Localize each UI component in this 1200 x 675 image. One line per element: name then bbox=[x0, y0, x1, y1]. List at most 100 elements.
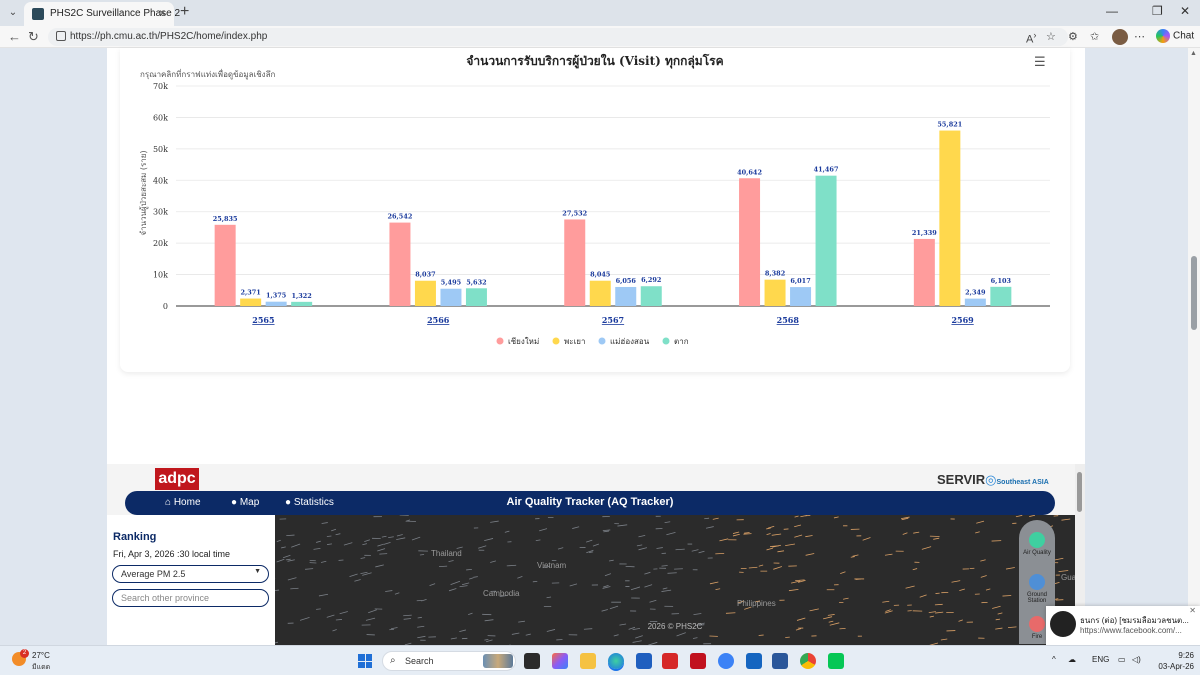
bar[interactable] bbox=[964, 298, 986, 306]
province-search-input[interactable]: Search other province bbox=[112, 589, 269, 607]
wind-map[interactable]: Thailand Vietnam Cambodia Philippines Gu… bbox=[275, 515, 1079, 645]
store-icon[interactable] bbox=[636, 653, 652, 669]
extensions-icon[interactable]: ⚙ bbox=[1068, 31, 1078, 43]
chart-menu-icon[interactable]: ☰ bbox=[1034, 54, 1046, 69]
bar[interactable] bbox=[764, 279, 786, 306]
legend-marker[interactable] bbox=[496, 337, 504, 345]
bar[interactable] bbox=[939, 130, 961, 306]
bar[interactable] bbox=[291, 301, 313, 306]
wind-streak bbox=[755, 600, 761, 603]
tray-overflow-icon[interactable]: ^ bbox=[1052, 655, 1056, 664]
nav-home[interactable]: ⌂ Home bbox=[165, 497, 201, 508]
bar[interactable] bbox=[990, 286, 1012, 306]
minimize-icon[interactable]: — bbox=[1106, 4, 1118, 18]
page-scrollbar[interactable]: ▲ ▼ bbox=[1188, 48, 1200, 645]
bar[interactable] bbox=[564, 219, 586, 306]
scroll-up-icon[interactable]: ▲ bbox=[1190, 50, 1197, 57]
legend-label[interactable]: แม่ฮ่องสอน bbox=[610, 337, 650, 346]
bar[interactable] bbox=[815, 175, 837, 306]
close-notification-icon[interactable]: ✕ bbox=[1189, 606, 1196, 615]
legend-label[interactable]: เชียงใหม่ bbox=[508, 337, 539, 346]
tool-fire[interactable]: Fire bbox=[1023, 616, 1051, 640]
network-icon[interactable]: ▭ bbox=[1118, 655, 1126, 664]
chrome-icon[interactable] bbox=[800, 653, 816, 669]
pm-select[interactable]: Average PM 2.5 ▼ bbox=[112, 565, 269, 583]
start-icon[interactable] bbox=[358, 654, 372, 668]
tool-air-quality[interactable]: Air Quality bbox=[1023, 532, 1051, 556]
y-tick-label: 10k bbox=[153, 271, 168, 280]
site-info-icon[interactable] bbox=[56, 31, 66, 41]
edge-icon[interactable] bbox=[608, 653, 624, 669]
chat-app-icon[interactable] bbox=[718, 653, 734, 669]
legend-marker[interactable] bbox=[598, 337, 606, 345]
taskbar: 2 27°C มีแดด ⌕ Search ^ ☁ ENG ▭ ◁) 9:26 … bbox=[0, 645, 1200, 675]
bar[interactable] bbox=[790, 287, 812, 306]
x-tick-label[interactable]: 2567 bbox=[602, 315, 624, 325]
notification-toast[interactable]: ธนกร (ต่อ) [ชมรมลือมวลชนต... https://www… bbox=[1046, 606, 1200, 645]
legend-label[interactable]: พะเยา bbox=[564, 337, 585, 346]
aq-scroll-thumb[interactable] bbox=[1077, 472, 1082, 512]
scrollbar-thumb[interactable] bbox=[1191, 256, 1197, 330]
taskbar-clock[interactable]: 9:26 03-Apr-26 bbox=[1148, 650, 1194, 672]
bar[interactable] bbox=[640, 286, 662, 306]
bar[interactable] bbox=[440, 288, 462, 306]
word-icon[interactable] bbox=[772, 653, 788, 669]
more-icon[interactable]: ⋯ bbox=[1134, 31, 1145, 43]
bar[interactable] bbox=[465, 288, 487, 306]
x-tick-label[interactable]: 2569 bbox=[951, 315, 974, 325]
line-icon[interactable] bbox=[828, 653, 844, 669]
taskbar-search[interactable]: ⌕ Search bbox=[382, 651, 516, 671]
legend-marker[interactable] bbox=[552, 337, 560, 345]
new-tab-icon[interactable]: + bbox=[180, 3, 190, 20]
bar-chart[interactable]: 0 10k 20k 30k 40k 50k 60k 70k จำนวนผู้ป่วยสะสม … bbox=[120, 75, 1060, 355]
volume-icon[interactable]: ◁) bbox=[1132, 655, 1141, 664]
aq-title: Air Quality Tracker (AQ Tracker) bbox=[506, 496, 674, 508]
bar-data-label: 26,542 bbox=[388, 213, 413, 221]
url-field[interactable]: https://ph.cmu.ac.th/PHS2C/home/index.ph… bbox=[48, 28, 1068, 46]
x-tick-label[interactable]: 2565 bbox=[252, 315, 274, 325]
read-aloud-icon[interactable]: A› bbox=[1026, 30, 1037, 46]
nav-map[interactable]: ● Map bbox=[231, 497, 260, 508]
bar[interactable] bbox=[214, 224, 236, 306]
language-indicator[interactable]: ENG bbox=[1092, 655, 1110, 664]
outlook-icon[interactable] bbox=[746, 653, 762, 669]
wind-streak bbox=[390, 627, 398, 630]
close-tab-icon[interactable]: × bbox=[158, 6, 166, 20]
task-view-icon[interactable] bbox=[524, 653, 540, 669]
bar[interactable] bbox=[265, 301, 287, 306]
bar-data-label: 5,632 bbox=[466, 278, 486, 286]
chart-grid bbox=[176, 85, 1050, 307]
bar[interactable] bbox=[615, 286, 637, 306]
tab-actions-icon[interactable]: ⌄ bbox=[8, 7, 18, 18]
chart-card bbox=[120, 48, 1070, 372]
copilot-chat-button[interactable]: Chat bbox=[1156, 29, 1194, 43]
bar[interactable] bbox=[913, 238, 935, 306]
aq-scrollbar[interactable] bbox=[1075, 464, 1085, 645]
maximize-icon[interactable]: ❐ bbox=[1152, 4, 1163, 18]
tool-ground-station[interactable]: Ground Station bbox=[1023, 574, 1051, 604]
bar[interactable] bbox=[739, 178, 761, 306]
legend-marker[interactable] bbox=[662, 337, 670, 345]
wind-streak bbox=[795, 628, 802, 631]
favorite-icon[interactable]: ☆ bbox=[1046, 31, 1056, 43]
nav-statistics[interactable]: ● Statistics bbox=[285, 497, 334, 508]
back-icon[interactable]: ← bbox=[8, 29, 21, 44]
mcafee-icon[interactable] bbox=[690, 653, 706, 669]
legend-label[interactable]: ตาก bbox=[674, 337, 689, 346]
refresh-icon[interactable]: ↻ bbox=[28, 29, 39, 44]
wind-streak bbox=[313, 547, 321, 550]
profile-avatar[interactable] bbox=[1112, 29, 1128, 45]
file-explorer-icon[interactable] bbox=[580, 653, 596, 669]
bar[interactable] bbox=[414, 280, 436, 306]
copilot-app-icon[interactable] bbox=[552, 653, 568, 669]
close-window-icon[interactable]: ✕ bbox=[1180, 4, 1191, 18]
l-app-icon[interactable] bbox=[662, 653, 678, 669]
bar[interactable] bbox=[589, 280, 611, 306]
bar[interactable] bbox=[389, 222, 411, 306]
favorites-bar-icon[interactable]: ✩ bbox=[1090, 31, 1100, 43]
x-tick-label[interactable]: 2566 bbox=[427, 315, 450, 325]
browser-tab[interactable]: PHS2C Surveillance Phase 2 × bbox=[24, 2, 180, 26]
x-tick-label[interactable]: 2568 bbox=[777, 315, 800, 325]
bar[interactable] bbox=[240, 298, 262, 306]
cloud-icon[interactable]: ☁ bbox=[1068, 655, 1076, 664]
